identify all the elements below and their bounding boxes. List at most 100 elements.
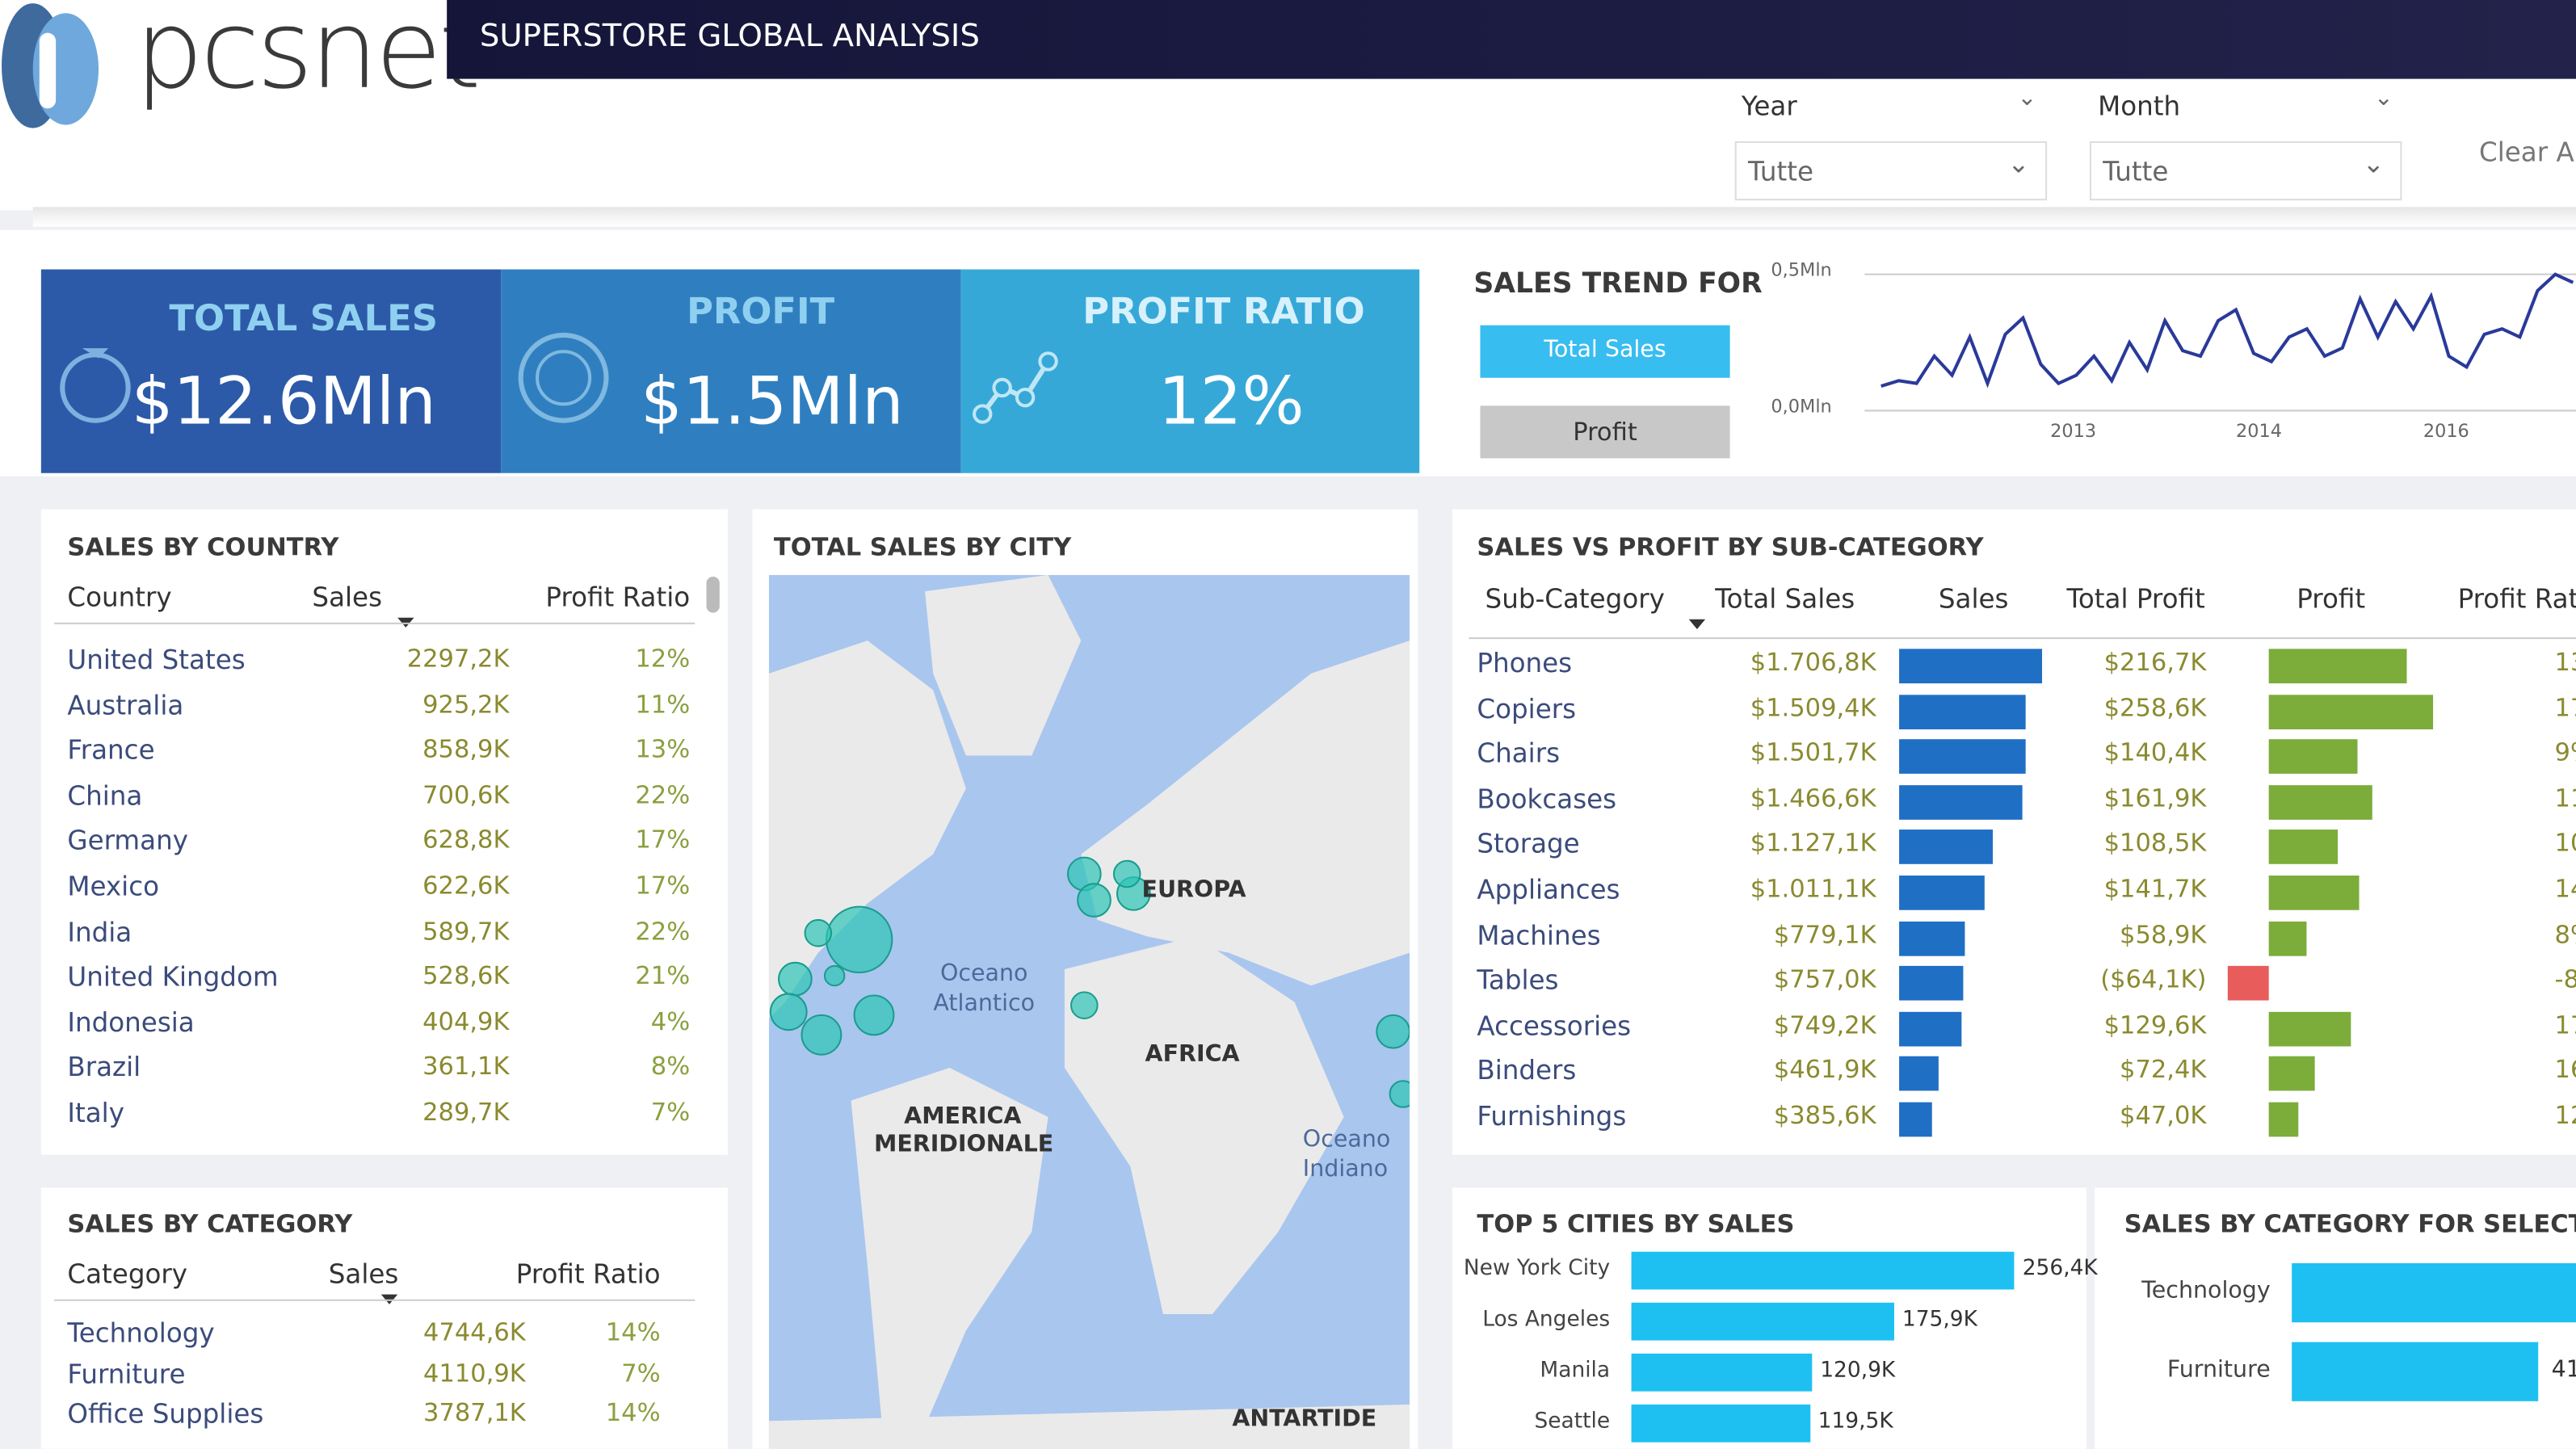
cell: 700,6K — [422, 779, 510, 810]
profit-bar — [2268, 1102, 2299, 1137]
row-label: New York City — [1463, 1256, 1611, 1282]
cell: $129,6K — [2103, 1010, 2207, 1040]
x-tick-label: 2013 — [2050, 420, 2097, 443]
cell: $216,7K — [2103, 647, 2207, 677]
sales-bar — [1899, 1056, 1938, 1092]
cell: 14% — [605, 1317, 661, 1347]
kpi-label: PROFIT RATIO — [1082, 292, 1365, 334]
cell: $749,2K — [1773, 1010, 1876, 1040]
row-label: Machines — [1477, 919, 1601, 951]
panel-title: TOP 5 CITIES BY SALES — [1477, 1208, 1795, 1239]
column-header: Profit Ratio — [545, 581, 691, 613]
y-tick-label: 0,0Mln — [1771, 396, 1832, 418]
trend-title: SALES TREND FOR — [1473, 267, 1763, 301]
cell: $58,9K — [2120, 919, 2207, 949]
row-label: Germany — [67, 825, 188, 857]
row-label: Brazil — [67, 1052, 141, 1084]
bar-label: 119,5K — [1817, 1409, 1893, 1434]
profit-bar — [2268, 876, 2360, 910]
map-label: EUROPA — [1141, 877, 1246, 904]
cell: 12% — [2554, 1100, 2576, 1131]
toggle-button[interactable] — [1480, 405, 1730, 459]
column-header: Sales — [312, 581, 383, 613]
toggle-button[interactable] — [1480, 325, 1730, 378]
scrollbar — [706, 576, 720, 613]
profit-bar — [2268, 830, 2339, 865]
filter-label: Year — [1741, 90, 1797, 122]
row-label: Chairs — [1477, 737, 1561, 770]
kpi-label: TOTAL SALES — [169, 299, 438, 340]
kpi-card — [501, 269, 961, 473]
row-label: Furniture — [67, 1358, 186, 1389]
header-bar — [447, 0, 2576, 79]
cell: $47,0K — [2120, 1100, 2207, 1131]
row-label: Bookcases — [1477, 783, 1617, 815]
divider — [32, 207, 2576, 227]
cell: 858,9K — [422, 734, 510, 765]
column-header: Profit Ratio — [515, 1258, 661, 1290]
category-bar — [2292, 1342, 2539, 1401]
cell: 404,9K — [422, 1006, 510, 1036]
kpi-value: $1.5Mln — [641, 364, 904, 441]
trend-line — [1881, 272, 2574, 388]
kpi-card — [960, 269, 1420, 473]
city-bar — [1631, 1251, 2015, 1290]
chevron: ⌄ — [2362, 148, 2385, 179]
column-header: Sales — [328, 1258, 399, 1290]
panel-title: SALES VS PROFIT BY SUB-CATEGORY — [1477, 531, 1984, 562]
panel-title: TOTAL SALES BY CITY — [773, 531, 1072, 562]
cell: 2297,2K — [406, 644, 510, 674]
row-label: Office Supplies — [67, 1398, 264, 1430]
trend-chart — [1864, 272, 2576, 412]
cell: $385,6K — [1773, 1100, 1876, 1131]
filter-value[interactable]: Tutte — [1747, 156, 1814, 187]
row-label: Technology — [2141, 1278, 2271, 1304]
cell: 11% — [2554, 783, 2576, 813]
country-panel — [40, 509, 728, 1155]
row-label: Los Angeles — [1482, 1307, 1611, 1333]
cell: 628,8K — [422, 825, 510, 855]
row-label: Mexico — [67, 870, 160, 902]
cell: $1.011,1K — [1750, 873, 1876, 904]
profit-bar — [2268, 921, 2307, 956]
cell: 17% — [635, 870, 691, 901]
chevron: ⌄ — [2017, 85, 2037, 112]
toggle-label[interactable]: Profit — [1573, 417, 1637, 447]
cell: $140,4K — [2103, 737, 2207, 768]
month-dropdown[interactable] — [2089, 141, 2402, 201]
cell: 289,7K — [422, 1097, 510, 1128]
toggle-label[interactable]: Total Sales — [1544, 336, 1666, 363]
row-label: Furnishings — [1477, 1100, 1627, 1132]
cell: $141,7K — [2103, 873, 2207, 904]
x-tick-label: 2014 — [2236, 420, 2282, 443]
row-label: France — [67, 734, 155, 766]
cell: 8% — [650, 1052, 691, 1082]
profit-bar — [2228, 966, 2269, 1001]
sales-bar — [1899, 784, 2023, 820]
cell: 17% — [635, 825, 691, 855]
cell: 14% — [605, 1398, 661, 1428]
header-title: SUPERSTORE GLOBAL ANALYSIS — [479, 18, 980, 55]
profit-bar — [2268, 1056, 2315, 1092]
cell: $1.127,1K — [1750, 828, 1876, 859]
row-label: China — [67, 779, 143, 812]
cell: $72,4K — [2120, 1055, 2207, 1086]
cell: 4% — [650, 1006, 691, 1036]
map — [768, 574, 1410, 1449]
cell: 4110,9K — [423, 1358, 526, 1388]
row-label: Technology — [67, 1317, 215, 1349]
kpi-card — [40, 269, 502, 473]
cell: 14% — [2554, 873, 2576, 904]
panel-title: SALES BY CATEGORY FOR SELECTED — [2124, 1208, 2576, 1239]
clear-button[interactable]: Clear All — [2479, 136, 2576, 168]
row-label: Indonesia — [67, 1006, 195, 1038]
row-label: Binders — [1477, 1055, 1577, 1087]
cell: 12% — [635, 644, 691, 674]
year-dropdown[interactable] — [1734, 141, 2048, 201]
sales-bar — [1899, 830, 1994, 865]
profit-bar — [2268, 739, 2359, 775]
cell: 925,2K — [422, 689, 510, 719]
filter-value[interactable]: Tutte — [2103, 156, 2169, 187]
column-header: Category — [67, 1258, 188, 1290]
